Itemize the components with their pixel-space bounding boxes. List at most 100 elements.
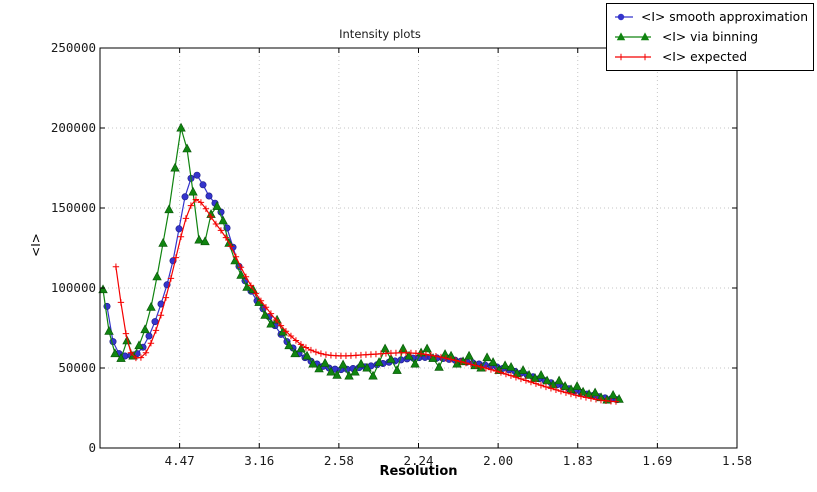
plus-marker: [207, 213, 215, 220]
triangle-marker: [482, 352, 492, 362]
triangle-marker: [452, 358, 462, 368]
plus-marker: [247, 282, 255, 289]
x-tick-label: 2.00: [483, 453, 514, 468]
plus-marker: [192, 196, 200, 203]
triangle-marker: [170, 162, 180, 172]
plus-marker: [297, 341, 305, 348]
triangle-marker: [572, 381, 582, 390]
legend-label: <I> smooth approximation: [641, 10, 808, 24]
plus-marker: [417, 350, 425, 357]
legend-entry-smooth-approximation: <I> smooth approximation: [612, 7, 808, 27]
triangle-marker: [260, 309, 270, 319]
plus-marker: [612, 398, 620, 405]
plus-marker: [172, 254, 180, 261]
plus-marker: [157, 312, 165, 319]
plus-marker: [567, 390, 575, 398]
triangle-marker: [614, 393, 624, 403]
triangle-marker: [146, 301, 156, 311]
triangle-marker: [542, 375, 552, 385]
legend-entry-via-binning: <I> via binning: [612, 27, 808, 47]
plus-marker: [267, 310, 275, 317]
plus-marker: [457, 358, 465, 365]
plus-marker: [577, 393, 585, 400]
plus-marker: [437, 353, 445, 361]
plus-marker: [512, 374, 520, 381]
x-tick-label: 1.69: [642, 453, 673, 468]
triangle-marker: [164, 204, 174, 214]
plus-marker: [537, 382, 545, 389]
legend-marker-plus-line: [615, 53, 651, 61]
triangle-marker: [500, 360, 510, 370]
plus-marker: [112, 263, 120, 270]
plus-marker: [142, 349, 150, 356]
y-tick-label: 200000: [50, 120, 96, 135]
plus-marker: [137, 354, 145, 361]
triangle-marker: [350, 366, 360, 376]
plus-marker: [582, 394, 590, 401]
plus-marker: [322, 351, 330, 358]
plus-marker: [227, 243, 235, 250]
plus-marker: [572, 392, 580, 399]
triangle-marker: [356, 358, 366, 368]
triangle-marker: [518, 365, 528, 374]
legend-marker-triangle-line: [615, 32, 651, 41]
triangle-marker: [590, 387, 600, 397]
x-tick-label: 1.58: [721, 453, 753, 468]
circle-marker: [199, 181, 207, 189]
plus-marker: [292, 337, 300, 344]
plus-marker: [162, 294, 170, 301]
plus-marker: [147, 340, 155, 347]
circle-marker: [145, 332, 153, 340]
plus-marker: [242, 273, 250, 280]
plus-marker: [641, 53, 649, 61]
triangle-marker: [362, 362, 372, 372]
plus-marker: [117, 299, 125, 306]
circle-marker: [175, 225, 183, 233]
y-tick-label: 0: [88, 440, 96, 455]
plus-marker: [177, 233, 185, 240]
series-markers-1: [98, 122, 624, 404]
triangle-marker: [200, 236, 210, 246]
x-tick-label: 2.58: [323, 453, 354, 468]
plus-marker: [552, 386, 560, 393]
plus-marker: [187, 202, 195, 209]
plus-marker: [197, 199, 205, 206]
triangle-marker: [158, 237, 168, 247]
plus-marker: [212, 220, 220, 228]
triangle-marker: [524, 369, 534, 379]
triangle-marker: [554, 375, 564, 385]
plus-marker: [617, 53, 625, 61]
triangle-marker: [98, 284, 108, 294]
triangle-marker: [464, 350, 474, 360]
plus-marker: [222, 234, 230, 241]
plus-marker: [202, 205, 210, 212]
triangle-marker: [410, 358, 420, 368]
triangle-marker: [284, 340, 294, 350]
plus-marker: [517, 375, 525, 383]
plus-marker: [182, 215, 190, 222]
y-tick-label: 250000: [50, 40, 96, 55]
legend-box: <I> smooth approximation <I> via binning…: [606, 3, 814, 71]
plus-marker: [427, 352, 435, 359]
plus-marker: [507, 372, 515, 379]
triangle-marker: [218, 215, 228, 225]
plus-marker: [462, 359, 470, 367]
legend-label: <I> via binning: [662, 30, 759, 44]
triangle-marker: [380, 343, 390, 353]
y-axis-label: <I>: [28, 233, 43, 257]
y-tick-label: 50000: [58, 360, 96, 375]
plus-marker: [547, 385, 555, 392]
triangle-marker: [320, 357, 330, 367]
triangle-marker: [434, 361, 444, 371]
triangle-marker: [242, 281, 252, 291]
triangle-marker: [488, 357, 498, 366]
circle-marker: [205, 192, 213, 200]
triangle-marker: [392, 365, 402, 374]
triangle-marker: [212, 201, 222, 210]
plus-marker: [252, 290, 260, 297]
triangle-marker: [560, 381, 570, 390]
plus-marker: [217, 227, 225, 234]
triangle-marker: [296, 343, 306, 353]
